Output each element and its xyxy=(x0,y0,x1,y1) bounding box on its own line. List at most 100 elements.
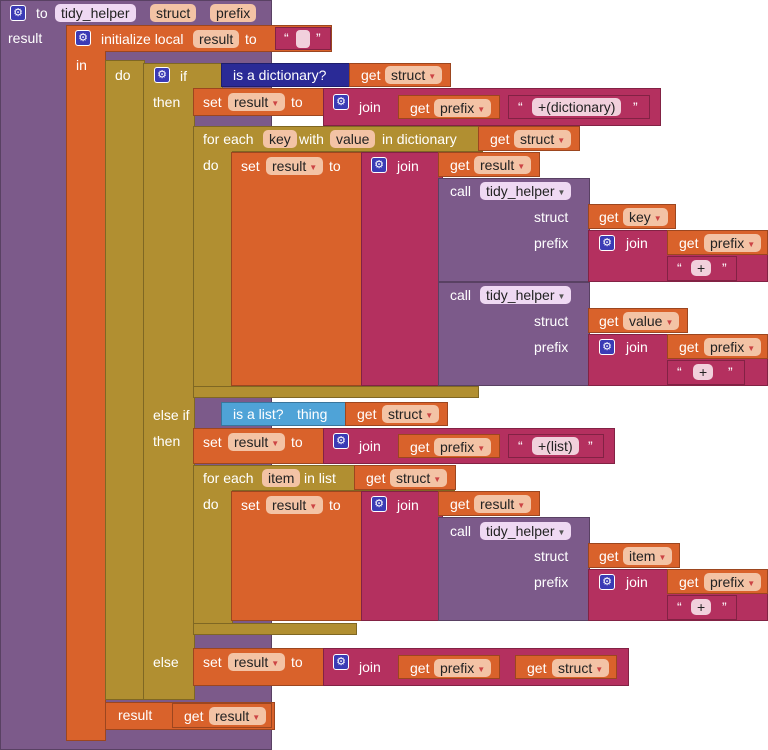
get-prefix-var[interactable]: prefix ▼ xyxy=(434,659,492,677)
get-prefix-var[interactable]: prefix ▼ xyxy=(434,99,492,117)
join-gear-icon[interactable]: ⚙ xyxy=(333,433,349,449)
call-struct-label: struct xyxy=(534,209,569,225)
local-gear-icon[interactable]: ⚙ xyxy=(75,30,91,46)
param-prefix[interactable]: prefix xyxy=(210,4,257,22)
then-label: then xyxy=(153,433,181,449)
join-gear-icon[interactable]: ⚙ xyxy=(599,339,615,355)
text-plus-item[interactable] xyxy=(667,595,737,620)
set-result-var[interactable]: result ▼ xyxy=(228,93,286,111)
join-label: join xyxy=(626,235,648,251)
get-prefix-var[interactable]: prefix ▼ xyxy=(704,234,762,252)
get-label: get xyxy=(679,339,699,355)
join-gear-icon[interactable]: ⚙ xyxy=(371,496,387,512)
quote-open: “ xyxy=(518,438,523,454)
text-plus-field[interactable]: + xyxy=(691,260,712,276)
call-procedure-name[interactable]: tidy_helper ▼ xyxy=(480,286,572,304)
call-prefix-label: prefix xyxy=(534,235,569,251)
set-result-loop-dict[interactable] xyxy=(231,152,363,386)
get-label: get xyxy=(410,100,430,116)
get-prefix-var[interactable]: prefix ▼ xyxy=(704,338,762,356)
get-key-var[interactable]: key ▼ xyxy=(623,208,668,226)
call-procedure-name[interactable]: tidy_helper ▼ xyxy=(480,522,572,540)
get-struct-var[interactable]: struct ▼ xyxy=(390,469,448,487)
quote-close: ” xyxy=(722,599,727,615)
get-label: get xyxy=(490,131,510,147)
get-result-var[interactable]: result ▼ xyxy=(474,495,532,513)
get-struct-var[interactable]: struct ▼ xyxy=(385,66,443,84)
join-gear-icon[interactable]: ⚙ xyxy=(333,654,349,670)
get-struct-var[interactable]: struct ▼ xyxy=(382,405,440,423)
get-label: get xyxy=(679,574,699,590)
get-value-var[interactable]: value ▼ xyxy=(623,312,680,330)
get-label: get xyxy=(361,67,381,83)
else-label: else xyxy=(153,654,179,670)
then-label: then xyxy=(153,94,181,110)
do-block[interactable] xyxy=(105,60,145,700)
get-label: get xyxy=(599,209,619,225)
get-label: get xyxy=(599,313,619,329)
join-gear-icon[interactable]: ⚙ xyxy=(599,235,615,251)
join-gear-icon[interactable]: ⚙ xyxy=(371,157,387,173)
get-prefix-var[interactable]: prefix ▼ xyxy=(704,573,762,591)
set-label: set xyxy=(203,94,222,110)
in-label: in xyxy=(76,57,87,73)
quote-close: ” xyxy=(633,99,638,115)
set-result-var[interactable]: result ▼ xyxy=(266,157,324,175)
if-gear-icon[interactable]: ⚙ xyxy=(154,67,170,83)
join-gear-icon[interactable]: ⚙ xyxy=(333,94,349,110)
else-if-label: else if xyxy=(153,407,190,423)
text-dictionary-field[interactable]: +(dictionary) xyxy=(532,98,622,116)
set-result-var[interactable]: result ▼ xyxy=(228,433,286,451)
quote-open: “ xyxy=(677,599,682,615)
set-result-var[interactable]: result ▼ xyxy=(266,496,324,514)
set-to-label: to xyxy=(329,158,341,174)
get-item-var[interactable]: item ▼ xyxy=(623,547,673,565)
foreach-value-var[interactable]: value xyxy=(330,130,376,148)
join-label: join xyxy=(626,339,648,355)
get-struct-var[interactable]: struct ▼ xyxy=(552,659,610,677)
set-label: set xyxy=(203,654,222,670)
text-plus-field[interactable]: + xyxy=(691,599,712,615)
with-label: with xyxy=(299,131,324,147)
empty-text-field[interactable] xyxy=(296,30,310,48)
get-label: get xyxy=(366,470,386,486)
call-label: call xyxy=(450,523,472,539)
quote-close: ” xyxy=(722,260,727,276)
quote-open: “ xyxy=(284,30,289,46)
foreach-key-var[interactable]: key xyxy=(263,130,297,148)
get-result-final-var[interactable]: result ▼ xyxy=(209,707,267,725)
foreach-item-var[interactable]: item xyxy=(262,469,301,487)
set-label: set xyxy=(203,434,222,450)
call-label: call xyxy=(450,287,472,303)
foreach-do-label: do xyxy=(203,157,219,173)
set-result-var[interactable]: result ▼ xyxy=(228,653,286,671)
foreach-label: for each xyxy=(203,470,254,486)
is-dictionary-block[interactable] xyxy=(221,63,351,87)
param-struct[interactable]: struct xyxy=(150,4,197,22)
in-list-label: in list xyxy=(304,470,336,486)
call-prefix-label: prefix xyxy=(534,339,569,355)
quote-close: ” xyxy=(316,30,321,46)
initialize-local-label: initialize local xyxy=(101,31,184,47)
get-prefix-var[interactable]: prefix ▼ xyxy=(434,438,492,456)
get-label: get xyxy=(450,496,470,512)
get-struct-var[interactable]: struct ▼ xyxy=(514,130,572,148)
get-result-var[interactable]: result ▼ xyxy=(474,156,532,174)
join-block-loop-list[interactable] xyxy=(361,491,443,621)
set-label: set xyxy=(241,158,260,174)
foreach-do-label: do xyxy=(203,496,219,512)
join-gear-icon[interactable]: ⚙ xyxy=(599,574,615,590)
call-procedure-name[interactable]: tidy_helper ▼ xyxy=(480,182,572,200)
local-var-result[interactable]: result xyxy=(193,30,240,48)
call-struct-label: struct xyxy=(534,548,569,564)
mutator-gear-icon[interactable]: ⚙ xyxy=(10,5,26,21)
procedure-name-field[interactable]: tidy_helper xyxy=(55,4,136,22)
text-list-field[interactable]: +(list) xyxy=(532,437,579,455)
text-plus-field[interactable]: + xyxy=(693,364,714,380)
is-list-block[interactable] xyxy=(221,402,347,426)
join-block-loop-dict[interactable] xyxy=(361,152,443,386)
quote-close: ” xyxy=(588,438,593,454)
join-label: join xyxy=(626,574,648,590)
is-list-label: is a list? xyxy=(233,406,284,422)
quote-open: “ xyxy=(518,99,523,115)
